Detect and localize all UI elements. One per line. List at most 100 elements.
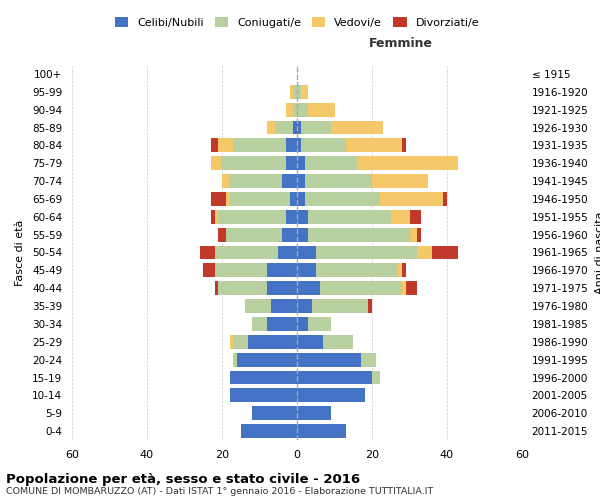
Bar xyxy=(297,156,305,170)
Bar xyxy=(305,174,372,188)
Bar xyxy=(409,210,421,224)
Bar xyxy=(215,281,218,295)
Bar xyxy=(252,406,297,420)
Y-axis label: Anni di nascita: Anni di nascita xyxy=(595,211,600,294)
Text: COMUNE DI MOMBARUZZO (AT) - Dati ISTAT 1° gennaio 2016 - Elaborazione TUTTITALIA: COMUNE DI MOMBARUZZO (AT) - Dati ISTAT 1… xyxy=(6,488,433,496)
Bar xyxy=(278,246,297,260)
Bar xyxy=(271,299,297,313)
Bar xyxy=(229,174,282,188)
Bar xyxy=(248,335,297,349)
Bar xyxy=(320,281,402,295)
Bar xyxy=(211,156,222,170)
Bar xyxy=(323,335,353,349)
Bar xyxy=(372,174,428,188)
Bar xyxy=(252,317,267,331)
Bar xyxy=(211,138,218,152)
Bar xyxy=(308,228,409,241)
Bar xyxy=(226,228,282,241)
Bar xyxy=(297,228,308,241)
Bar xyxy=(286,210,297,224)
Bar xyxy=(308,102,335,117)
Bar xyxy=(218,281,267,295)
Bar xyxy=(297,192,305,206)
Bar xyxy=(297,406,331,420)
Bar xyxy=(293,102,297,117)
Bar xyxy=(290,192,297,206)
Bar xyxy=(275,120,293,134)
Legend: Celibi/Nubili, Coniugati/e, Vedovi/e, Divorziati/e: Celibi/Nubili, Coniugati/e, Vedovi/e, Di… xyxy=(110,12,484,32)
Bar xyxy=(199,246,215,260)
Bar xyxy=(233,335,248,349)
Bar xyxy=(282,228,297,241)
Bar xyxy=(215,246,278,260)
Bar xyxy=(286,138,297,152)
Bar xyxy=(229,335,233,349)
Bar xyxy=(357,156,458,170)
Bar xyxy=(215,210,218,224)
Bar xyxy=(222,174,229,188)
Bar xyxy=(226,192,229,206)
Bar xyxy=(211,192,226,206)
Bar xyxy=(237,352,297,366)
Bar xyxy=(282,174,297,188)
Bar xyxy=(432,246,458,260)
Bar xyxy=(402,281,406,295)
Bar xyxy=(218,210,286,224)
Y-axis label: Fasce di età: Fasce di età xyxy=(15,220,25,286)
Bar xyxy=(409,228,417,241)
Bar xyxy=(297,264,316,278)
Bar xyxy=(380,192,443,206)
Bar xyxy=(233,138,286,152)
Bar xyxy=(218,138,233,152)
Bar xyxy=(297,370,372,384)
Bar xyxy=(308,317,331,331)
Bar xyxy=(222,156,286,170)
Bar xyxy=(308,210,391,224)
Bar xyxy=(286,102,293,117)
Bar xyxy=(290,85,293,99)
Bar xyxy=(297,335,323,349)
Bar xyxy=(297,102,308,117)
Text: Popolazione per età, sesso e stato civile - 2016: Popolazione per età, sesso e stato civil… xyxy=(6,472,360,486)
Bar xyxy=(218,228,226,241)
Bar xyxy=(297,120,301,134)
Bar xyxy=(297,281,320,295)
Bar xyxy=(229,192,290,206)
Bar xyxy=(267,317,297,331)
Bar xyxy=(443,192,447,206)
Bar xyxy=(293,120,297,134)
Bar xyxy=(203,264,215,278)
Bar xyxy=(297,388,365,402)
Bar xyxy=(241,424,297,438)
Bar xyxy=(211,210,215,224)
Bar xyxy=(233,352,237,366)
Bar xyxy=(297,85,301,99)
Bar xyxy=(391,210,409,224)
Bar xyxy=(331,120,383,134)
Bar xyxy=(297,299,312,313)
Bar xyxy=(267,281,297,295)
Bar xyxy=(301,120,331,134)
Bar xyxy=(312,299,368,313)
Bar xyxy=(297,138,301,152)
Bar xyxy=(305,192,380,206)
Bar xyxy=(229,370,297,384)
Bar xyxy=(297,246,316,260)
Bar xyxy=(229,388,297,402)
Bar xyxy=(316,264,398,278)
Bar xyxy=(301,138,346,152)
Bar xyxy=(406,281,417,295)
Bar xyxy=(361,352,376,366)
Bar xyxy=(316,246,417,260)
Bar xyxy=(301,85,308,99)
Bar xyxy=(297,317,308,331)
Bar xyxy=(346,138,402,152)
Bar xyxy=(368,299,372,313)
Bar xyxy=(417,228,421,241)
Bar xyxy=(398,264,402,278)
Bar xyxy=(297,174,305,188)
Bar xyxy=(267,120,275,134)
Bar xyxy=(293,85,297,99)
Bar xyxy=(372,370,380,384)
Text: Femmine: Femmine xyxy=(368,37,433,50)
